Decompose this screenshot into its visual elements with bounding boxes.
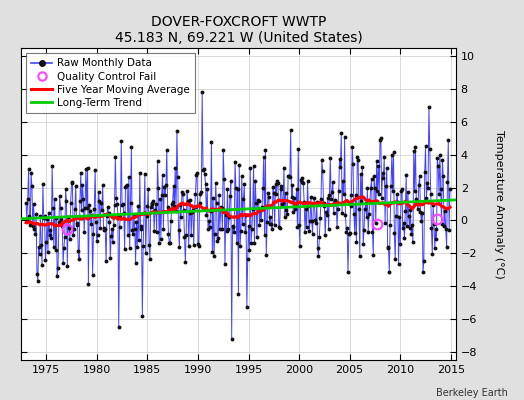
Text: Berkeley Earth: Berkeley Earth — [436, 388, 508, 398]
Title: DOVER-FOXCROFT WWTP
45.183 N, 69.221 W (United States): DOVER-FOXCROFT WWTP 45.183 N, 69.221 W (… — [115, 15, 362, 46]
Y-axis label: Temperature Anomaly (°C): Temperature Anomaly (°C) — [494, 130, 504, 278]
Legend: Raw Monthly Data, Quality Control Fail, Five Year Moving Average, Long-Term Tren: Raw Monthly Data, Quality Control Fail, … — [26, 53, 195, 113]
